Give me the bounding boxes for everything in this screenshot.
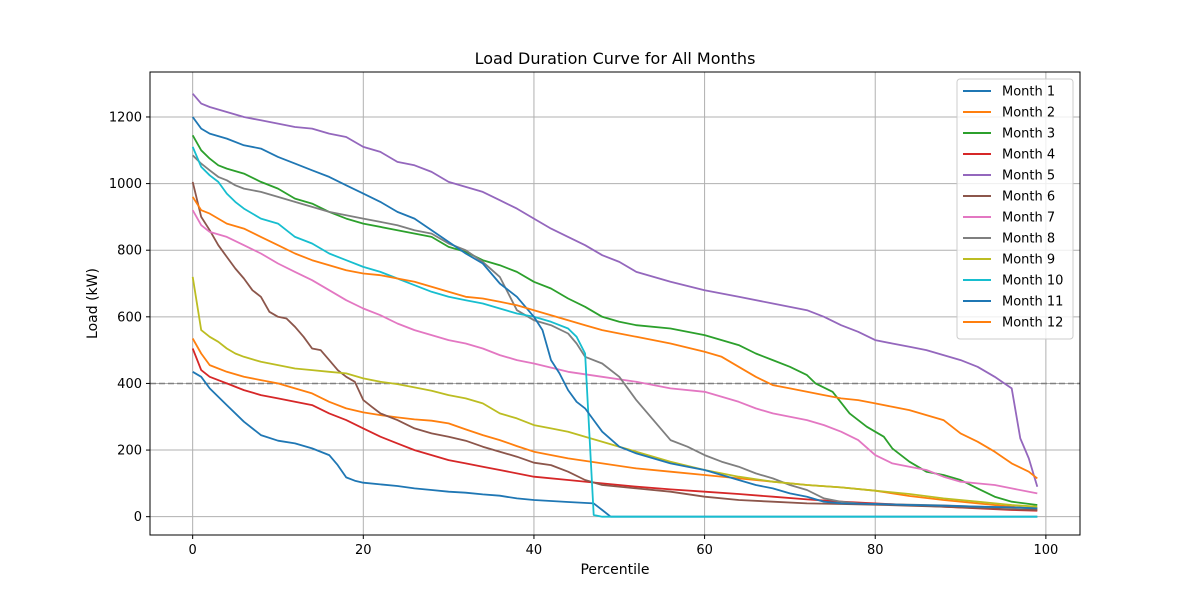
series-line-month-7 <box>191 209 1038 495</box>
x-tick-label: 60 <box>696 543 713 558</box>
y-tick-label: 800 <box>117 244 142 259</box>
y-tick-label: 0 <box>134 510 142 525</box>
legend-label: Month 5 <box>1002 169 1055 184</box>
series-line-month-11 <box>191 116 1038 510</box>
legend-box <box>956 78 1074 340</box>
legend-label: Month 11 <box>1002 295 1063 310</box>
chart-title: Load Duration Curve for All Months <box>475 49 756 68</box>
legend: Month 1 Month 2 Month 3 Month 4 Month 5 Month… <box>956 78 1074 340</box>
y-tick-label: 200 <box>117 444 142 459</box>
legend-label: Month 2 <box>1002 106 1055 121</box>
y-axis-label: Load (kW) <box>85 268 101 339</box>
legend-label: Month 8 <box>1002 232 1055 247</box>
legend-label: Month 1 <box>1002 85 1055 100</box>
legend-label: Month 10 <box>1002 274 1063 289</box>
series-lines <box>191 93 1039 518</box>
series-line-month-12 <box>191 196 1038 480</box>
x-tick-label: 100 <box>1033 543 1058 558</box>
y-tick-label: 1200 <box>109 110 142 125</box>
x-axis-label: Percentile <box>580 562 649 578</box>
x-axis-ticks: 0 20 40 60 80 100 <box>189 535 1058 558</box>
legend-label: Month 4 <box>1002 148 1055 163</box>
x-tick-label: 80 <box>867 543 884 558</box>
series-line-month-8 <box>192 154 1038 509</box>
y-tick-label: 1000 <box>109 177 142 192</box>
series-line-month-5 <box>192 93 1039 487</box>
plot-area-frame <box>149 71 1081 536</box>
legend-label: Month 3 <box>1002 127 1055 142</box>
legend-label: Month 6 <box>1002 190 1055 205</box>
series-line-month-1 <box>192 371 1038 518</box>
x-tick-label: 40 <box>526 543 543 558</box>
x-tick-label: 20 <box>355 543 372 558</box>
series-line-month-9 <box>191 276 1038 508</box>
x-tick-label: 0 <box>189 543 197 558</box>
y-axis-ticks: 0 200 400 600 800 1000 1200 <box>109 110 150 525</box>
legend-label: Month 7 <box>1002 211 1055 226</box>
legend-label: Month 9 <box>1002 253 1055 268</box>
y-tick-label: 600 <box>117 310 142 325</box>
y-tick-label: 400 <box>117 377 142 392</box>
legend-label: Month 12 <box>1002 316 1063 331</box>
series-line-month-3 <box>191 134 1038 506</box>
series-line-month-6 <box>191 181 1038 511</box>
